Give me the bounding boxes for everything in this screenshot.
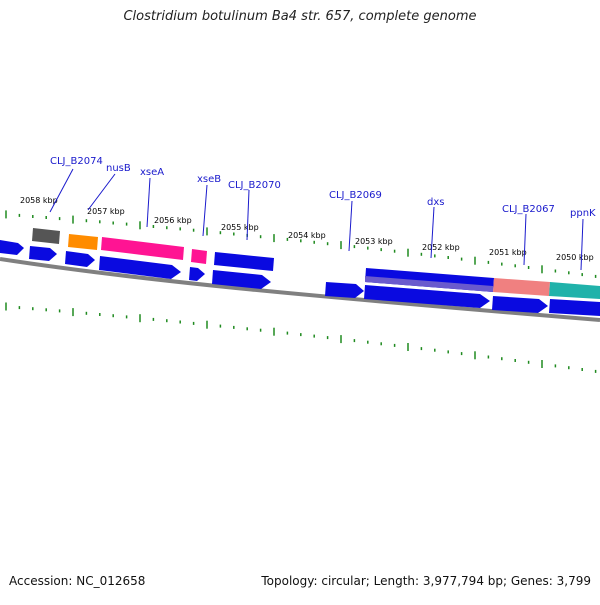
inner-tick-ring (5, 302, 597, 373)
accession-label: Accession: NC_012658 (9, 574, 146, 588)
feature-CLJ_B2074[interactable] (32, 228, 60, 244)
gene-label-dxs[interactable]: dxs (427, 197, 444, 208)
leader-dxs (430, 206, 435, 259)
leader-xseA (146, 177, 151, 228)
kbp-label-2051: 2051 kbp (489, 248, 527, 257)
cds-ring (29, 246, 600, 316)
cds-arrow-8[interactable] (492, 296, 548, 313)
cds-arrow-7[interactable] (364, 285, 490, 308)
feature-CLJ_B2067[interactable] (493, 278, 550, 296)
leader-ppnK (580, 218, 584, 271)
cds-arrow-5[interactable] (212, 270, 271, 289)
gene-label-xseA[interactable]: xseA (140, 167, 164, 178)
leader-CLJ_B2069 (348, 200, 353, 252)
gene-label-xseB[interactable]: xseB (197, 174, 221, 185)
feature-left-partial[interactable] (0, 240, 24, 255)
kbp-labels: 2058 kbp 2057 kbp 2056 kbp 2055 kbp 2054… (20, 196, 594, 262)
genome-summary: Topology: circular; Length: 3,977,794 bp… (261, 574, 591, 588)
outer-tick-ring (5, 210, 597, 278)
gene-label-CLJ_B2067[interactable]: CLJ_B2067 (502, 204, 555, 215)
kbp-label-2057: 2057 kbp (87, 207, 125, 216)
gene-label-ppnK[interactable]: ppnK (570, 208, 596, 219)
feature-xseB[interactable] (191, 249, 207, 264)
genome-backbone (0, 257, 600, 322)
feature-ppnK[interactable] (549, 282, 600, 299)
leader-nusB (87, 173, 116, 211)
cds-arrow-9[interactable] (549, 299, 600, 316)
kbp-label-2052: 2052 kbp (422, 243, 460, 252)
feature-dxs-lower (365, 276, 493, 292)
gene-labels: CLJ_B2074 nusB xseA xseB CLJ_B2070 CLJ_B… (50, 156, 596, 219)
kbp-label-2054: 2054 kbp (288, 231, 326, 240)
feature-nusB[interactable] (68, 234, 98, 250)
kbp-label-2055: 2055 kbp (221, 223, 259, 232)
feature-xseA[interactable] (101, 237, 184, 260)
kbp-label-2056: 2056 kbp (154, 216, 192, 225)
gene-label-leaders (49, 168, 584, 271)
leader-CLJ_B2074 (49, 168, 74, 213)
cds-arrow-6[interactable] (325, 282, 364, 298)
gene-label-nusB[interactable]: nusB (106, 163, 131, 174)
genome-title: Clostridium botulinum Ba4 str. 657, comp… (123, 9, 477, 24)
cds-arrow-1[interactable] (29, 246, 57, 261)
kbp-label-2053: 2053 kbp (355, 237, 393, 246)
leader-xseB (202, 184, 208, 237)
leader-CLJ_B2067 (523, 213, 527, 266)
feature-CLJ_B2070[interactable] (214, 252, 274, 271)
kbp-label-2058: 2058 kbp (20, 196, 58, 205)
gene-label-CLJ_B2074[interactable]: CLJ_B2074 (50, 156, 103, 167)
gene-label-CLJ_B2069[interactable]: CLJ_B2069 (329, 190, 382, 201)
cds-arrow-3[interactable] (99, 256, 181, 279)
cds-arrow-2[interactable] (65, 251, 95, 267)
kbp-label-2050: 2050 kbp (556, 253, 594, 262)
feature-ring (0, 228, 600, 299)
gene-label-CLJ_B2070[interactable]: CLJ_B2070 (228, 180, 281, 191)
leader-CLJ_B2070 (246, 189, 250, 241)
cds-arrow-4[interactable] (189, 267, 205, 281)
